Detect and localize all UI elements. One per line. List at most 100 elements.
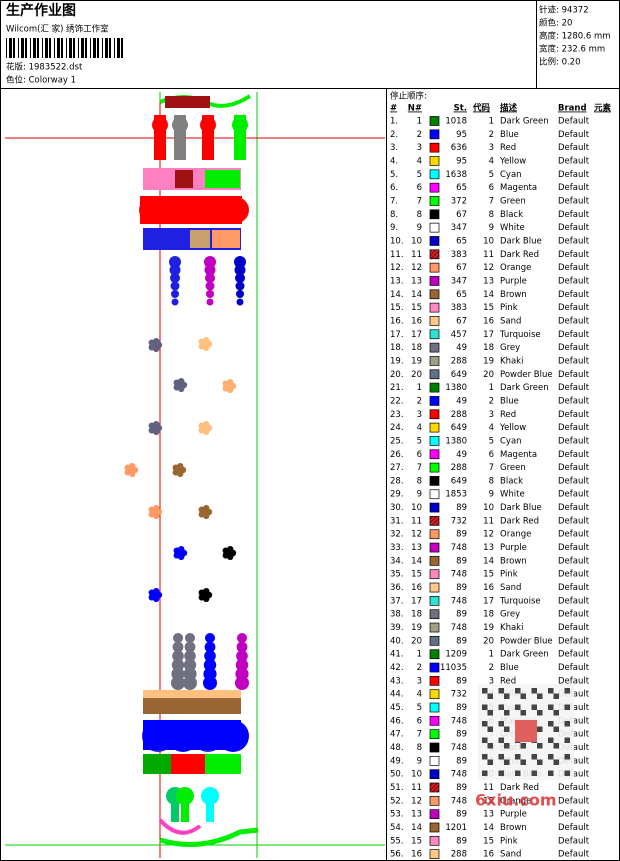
brand: Default: [558, 156, 590, 166]
color-swatch: [429, 142, 440, 153]
needle-number: 17: [411, 330, 422, 340]
needle-number: 9: [417, 223, 422, 233]
color-swatch: [429, 795, 440, 806]
color-swatch: [429, 276, 440, 286]
needle-number: 7: [417, 463, 422, 473]
description: Red: [500, 410, 516, 420]
needle-number: 12: [411, 530, 422, 540]
description: Brown: [500, 823, 527, 833]
description: Sand: [500, 316, 521, 326]
motif: [202, 592, 208, 598]
stitch-count: 748: [451, 743, 467, 753]
stitch-count: 457: [451, 330, 467, 340]
qr-cell: [515, 754, 521, 760]
motif: [235, 273, 245, 283]
bar-stripe: [66, 38, 67, 58]
description: Black: [500, 210, 523, 220]
color-swatch: [429, 542, 440, 553]
description: Cyan: [500, 170, 522, 180]
needle-number: 8: [417, 476, 422, 486]
brand: Default: [558, 383, 590, 393]
bar-stripe: [73, 38, 75, 58]
row-number: 6.: [390, 183, 398, 193]
color-code: 12: [483, 263, 494, 273]
qr-cell: [537, 710, 543, 716]
row-number: 2.: [390, 130, 398, 140]
bar-stripe: [109, 38, 111, 58]
motif: [235, 658, 249, 672]
needle-number: 13: [411, 810, 422, 820]
watermark: 6xiu.com: [475, 791, 557, 810]
row-number: 13.: [390, 276, 404, 286]
barcode: [6, 38, 123, 58]
stitch-count: 89: [456, 703, 467, 713]
needle-number: 15: [411, 303, 422, 313]
description: Orange: [500, 263, 531, 273]
needle-number: 16: [411, 316, 422, 326]
row-number: 18.: [390, 343, 404, 353]
stitch-count: 1638: [445, 170, 467, 180]
needle-number: 2: [417, 396, 422, 406]
stitch-count: 65: [456, 290, 467, 300]
stitch-count: 11035: [440, 663, 467, 673]
qr-cell: [515, 770, 521, 776]
color-code: 2: [489, 396, 494, 406]
needle-number: 4: [417, 156, 422, 166]
brand: Default: [558, 596, 590, 606]
color-code: 6: [489, 450, 494, 460]
brand: Default: [558, 623, 590, 633]
row-number: 33.: [390, 543, 404, 553]
qr-cell: [482, 688, 488, 694]
stitch-count: 748: [451, 623, 467, 633]
qr-cell: [520, 743, 526, 749]
color-swatch: [429, 582, 440, 593]
qr-cell: [498, 688, 504, 694]
motif: [235, 676, 249, 690]
stitch-count: 383: [451, 250, 467, 260]
motif: [236, 641, 248, 653]
bar-stripe: [30, 38, 31, 58]
qr-cell: [553, 710, 559, 716]
brand: Default: [558, 850, 590, 860]
stitch-count: 89: [456, 583, 467, 593]
color-code: 12: [483, 530, 494, 540]
qr-code: [478, 684, 574, 780]
stitch-count: 89: [456, 556, 467, 566]
stat: 宽度: 232.6 mm: [539, 44, 605, 55]
qr-cell: [504, 743, 510, 749]
needle-number: 19: [411, 623, 422, 633]
brand: Default: [558, 316, 590, 326]
qr-cell: [520, 759, 526, 765]
qr-cell: [498, 721, 504, 727]
qr-cell: [553, 693, 559, 699]
row-number: 11.: [390, 250, 404, 260]
row-number: 28.: [390, 476, 404, 486]
description: Purple: [500, 543, 527, 553]
qr-cell: [548, 704, 554, 710]
table-caption: 停止顺序:: [390, 91, 427, 102]
motif: [236, 298, 244, 306]
bar-stripe: [81, 38, 84, 58]
motif: [202, 341, 208, 347]
stitch-count: 347: [451, 223, 467, 233]
color-swatch: [429, 209, 440, 220]
row-number: 24.: [390, 423, 404, 433]
row-number: 39.: [390, 623, 404, 633]
color-code: 14: [483, 290, 494, 300]
qr-cell: [487, 710, 493, 716]
stitch-count: 89: [456, 836, 467, 846]
color-code: 7: [489, 463, 494, 473]
color-swatch: [429, 462, 440, 473]
stitch-count: 65: [456, 183, 467, 193]
brand: Default: [558, 463, 590, 473]
bar-stripe: [114, 38, 115, 58]
motif: [204, 650, 216, 662]
stitch-count: 748: [451, 596, 467, 606]
motif: [152, 425, 158, 431]
description: Red: [500, 676, 516, 686]
motif: [204, 264, 216, 276]
color-code: 15: [483, 303, 494, 313]
description: Khaki: [500, 356, 523, 366]
color-code: 16: [483, 850, 494, 860]
